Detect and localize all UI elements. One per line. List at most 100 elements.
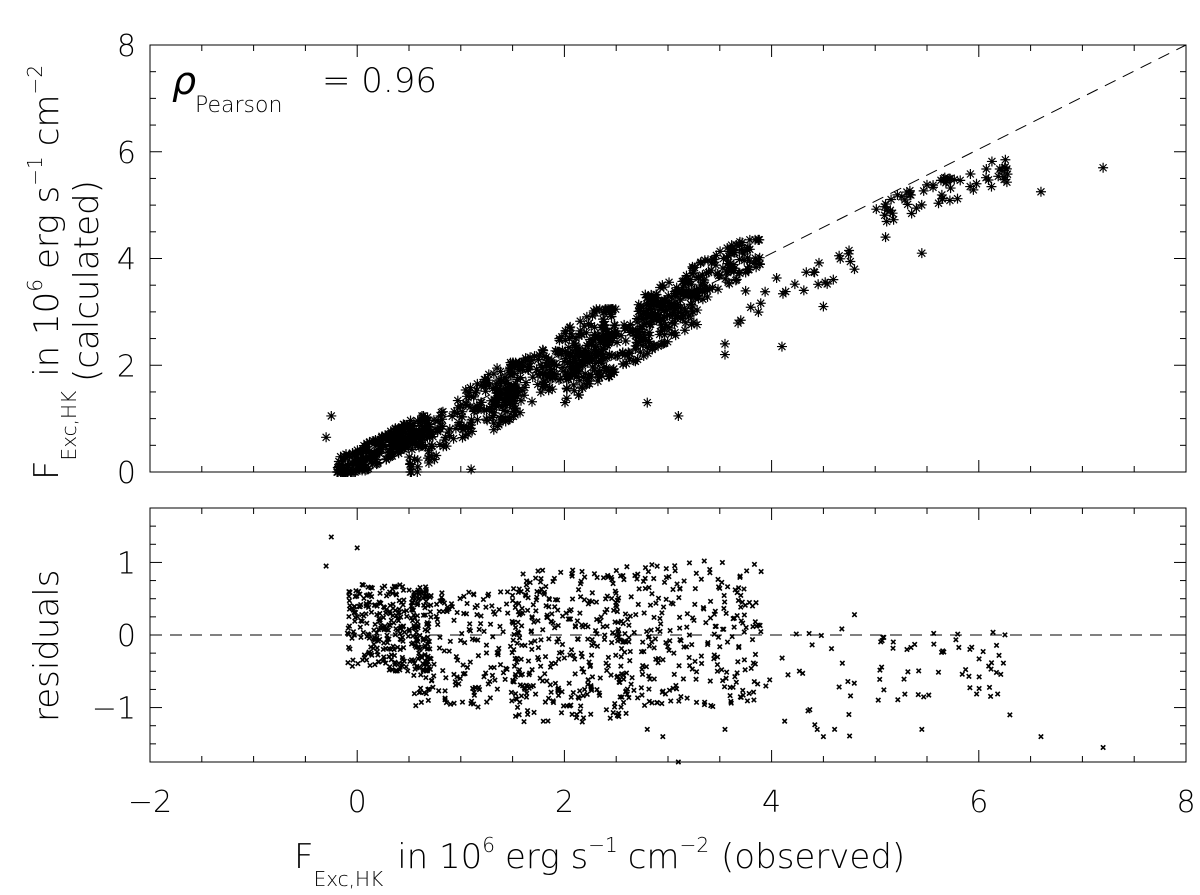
data-point	[516, 395, 527, 406]
data-point	[457, 432, 468, 443]
data-point	[433, 613, 440, 620]
data-point	[464, 600, 470, 607]
data-point	[653, 600, 659, 606]
data-point	[809, 642, 815, 648]
data-point	[425, 621, 432, 627]
data-point	[751, 678, 758, 685]
data-point	[707, 282, 718, 293]
data-point	[632, 329, 643, 340]
data-point	[663, 596, 669, 603]
data-point	[642, 585, 649, 592]
data-point	[546, 355, 557, 366]
data-point	[647, 344, 658, 355]
data-point	[328, 534, 335, 540]
data-point	[560, 325, 571, 336]
data-point	[501, 389, 512, 400]
data-point	[368, 593, 375, 600]
data-point	[409, 454, 420, 465]
data-point	[981, 172, 992, 183]
data-point	[554, 597, 561, 603]
data-point	[415, 644, 421, 650]
data-point	[417, 689, 424, 695]
data-point	[389, 586, 396, 592]
top-plot-frame	[149, 44, 1187, 473]
data-point	[519, 605, 525, 612]
data-point	[615, 710, 622, 717]
data-point	[504, 610, 511, 616]
data-point	[472, 414, 483, 425]
data-point	[940, 177, 951, 188]
data-point	[516, 586, 523, 592]
data-point	[937, 193, 948, 204]
data-point	[420, 423, 431, 434]
data-point	[518, 356, 529, 367]
data-point	[496, 645, 502, 652]
data-point	[734, 268, 745, 279]
data-point	[504, 399, 515, 410]
data-point	[372, 458, 383, 469]
data-point	[374, 635, 380, 641]
data-point	[545, 718, 551, 724]
data-point	[483, 642, 490, 648]
data-point	[820, 277, 831, 288]
data-point	[401, 658, 408, 664]
data-point	[443, 675, 449, 681]
data-point	[651, 645, 657, 651]
data-point	[737, 237, 748, 248]
data-point	[574, 350, 585, 361]
data-point	[915, 668, 922, 674]
data-point	[508, 406, 519, 417]
data-point	[431, 450, 442, 461]
data-point	[851, 611, 858, 618]
data-point	[945, 183, 956, 194]
data-point	[513, 696, 520, 703]
data-point	[364, 437, 375, 448]
data-point	[472, 684, 478, 691]
data-point	[580, 669, 587, 675]
data-point	[579, 622, 585, 628]
data-point	[402, 435, 413, 446]
data-point	[481, 628, 487, 635]
data-point	[760, 286, 771, 297]
data-point	[411, 622, 417, 629]
data-point	[422, 627, 428, 633]
data-point	[411, 660, 418, 667]
data-point	[687, 306, 698, 317]
data-point	[584, 378, 595, 389]
data-point	[474, 602, 480, 609]
data-point	[510, 637, 516, 644]
data-point	[509, 649, 515, 656]
data-point	[406, 461, 417, 472]
data-point	[846, 711, 852, 718]
data-point	[993, 642, 1000, 649]
data-point	[551, 575, 558, 582]
data-point	[363, 657, 370, 663]
data-point	[384, 632, 390, 639]
data-point	[722, 266, 733, 277]
data-point	[416, 435, 427, 446]
data-point	[457, 675, 464, 682]
data-point	[693, 570, 700, 577]
data-point	[426, 638, 433, 645]
data-point	[485, 591, 492, 597]
data-point	[477, 620, 484, 627]
data-point	[586, 339, 597, 350]
data-point	[650, 575, 657, 582]
data-point	[539, 626, 546, 633]
data-point	[721, 252, 732, 263]
data-point	[660, 295, 671, 306]
data-point	[697, 286, 708, 297]
data-point	[741, 657, 748, 663]
data-point	[580, 368, 591, 379]
data-point	[877, 667, 883, 673]
data-point	[550, 578, 556, 585]
data-point	[733, 679, 740, 686]
data-point	[702, 284, 713, 295]
data-point	[723, 610, 729, 617]
data-point	[554, 607, 561, 613]
data-point	[492, 384, 503, 395]
data-point	[738, 592, 744, 599]
data-point	[373, 447, 384, 458]
top-y-axis-label: FExc,HK in 106 erg s−1 cm−2	[23, 65, 81, 480]
data-point	[511, 631, 517, 638]
